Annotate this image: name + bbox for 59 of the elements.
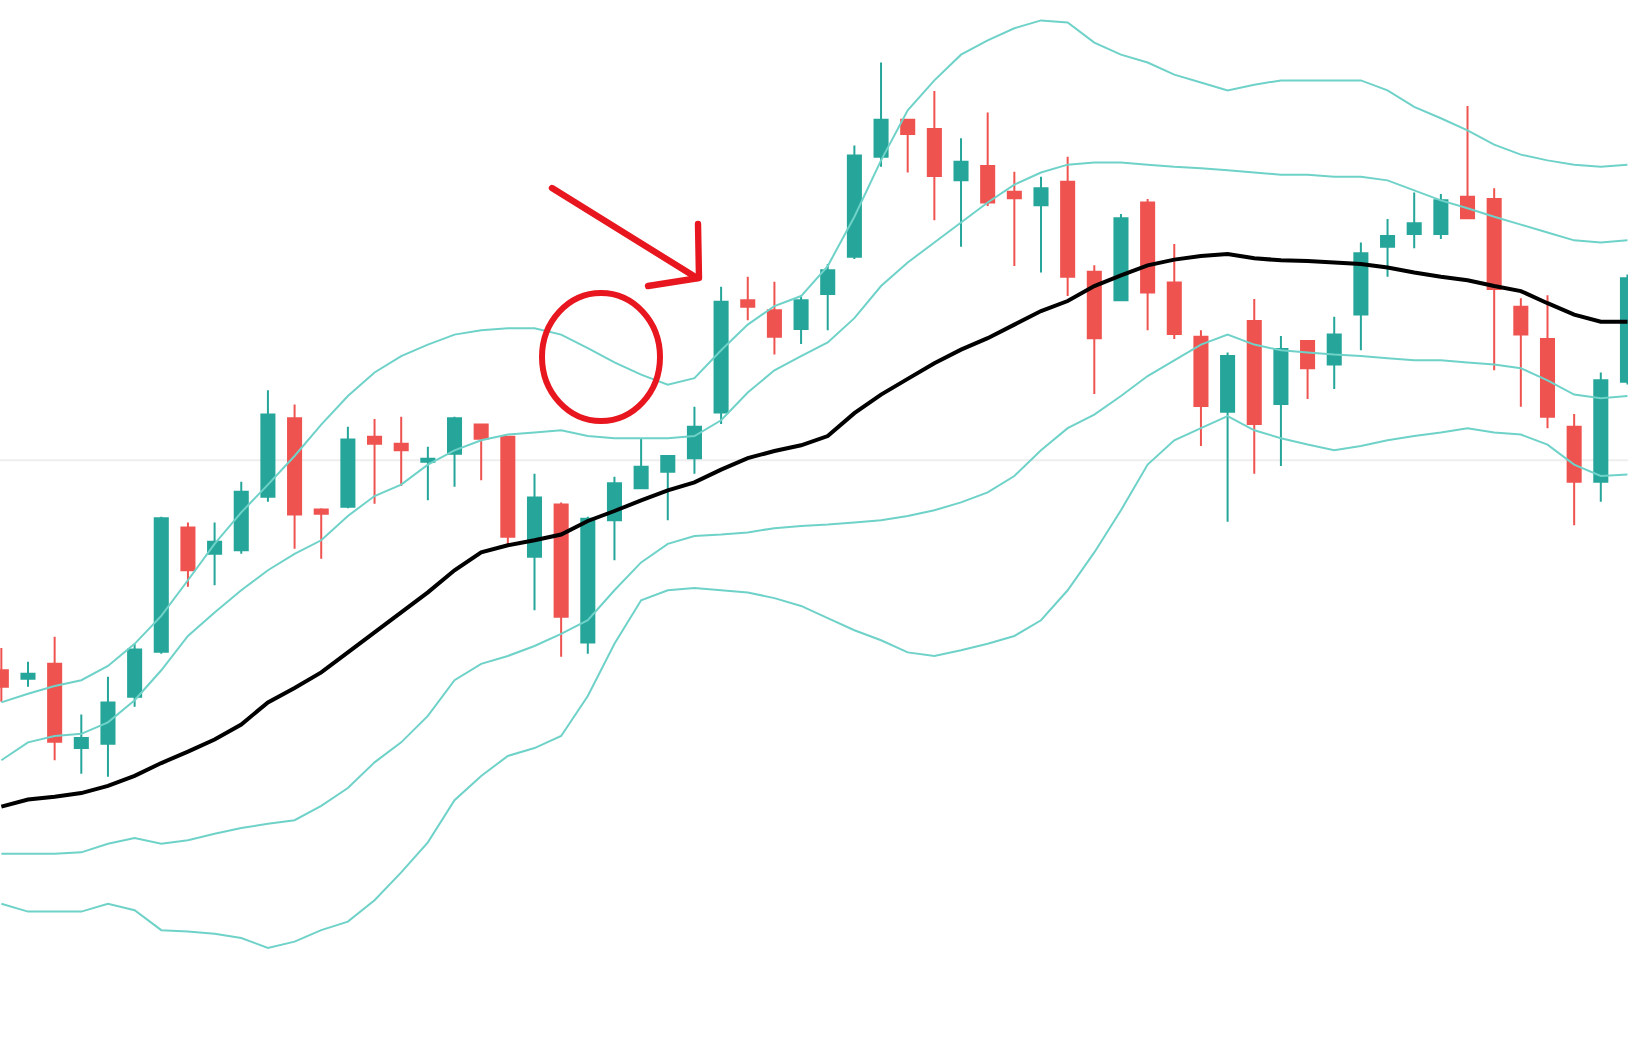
candlestick: [953, 137, 969, 248]
candlestick: [287, 403, 303, 550]
candlestick: [820, 262, 836, 332]
candlestick: [1140, 197, 1156, 332]
candlestick: [100, 675, 116, 778]
candlestick: [633, 437, 649, 490]
candlestick: [180, 521, 196, 588]
candlestick: [1326, 315, 1342, 390]
candlestick: [686, 405, 702, 475]
candlestick: [1086, 264, 1102, 395]
candlestick: [153, 515, 169, 655]
candlestick: [740, 275, 756, 322]
candlestick: [473, 423, 489, 482]
candlestick: [1513, 297, 1529, 408]
candlestick: [127, 642, 143, 708]
candlestick: [1113, 212, 1129, 302]
candlestick: [1433, 192, 1449, 240]
candlestick: [420, 445, 436, 502]
candlestick: [1273, 335, 1289, 467]
candlestick: [367, 417, 383, 505]
candlestick: [1300, 340, 1316, 400]
candlestick: [526, 472, 543, 612]
candlestick: [1380, 217, 1396, 278]
candlestick: [1593, 371, 1609, 503]
candlestick: [1353, 241, 1369, 352]
candlestick: [73, 713, 89, 775]
candlestick: [900, 118, 916, 174]
candlestick: [1566, 412, 1582, 527]
candlestick: [793, 294, 809, 345]
candlestick: [20, 660, 36, 688]
candlestick: [393, 415, 409, 487]
candlestick: [766, 280, 782, 356]
candlestick: [260, 389, 276, 503]
candlestick: [1060, 155, 1076, 298]
candlestick: [1193, 329, 1209, 448]
candlestick: [1006, 170, 1022, 268]
candlestick: [846, 144, 862, 260]
candlestick: [926, 90, 942, 222]
candlestick: [660, 455, 676, 522]
candlestick: [1246, 297, 1262, 475]
candlestick: [1486, 187, 1502, 372]
candlestick: [1220, 351, 1236, 523]
candlestick: [233, 480, 249, 555]
candlestick: [1459, 105, 1476, 220]
candlestick: [873, 61, 889, 168]
candlestick: [500, 435, 516, 547]
candlestick: [1166, 242, 1182, 340]
candlestick: [1033, 175, 1049, 274]
candlestick: [47, 635, 63, 762]
candlestick: [446, 415, 463, 488]
candlestick: [713, 285, 729, 425]
candlestick: [553, 501, 569, 658]
candlestick: [207, 521, 223, 587]
candlestick: [1406, 191, 1422, 250]
candlestick: [980, 111, 996, 208]
candlestick: [580, 515, 596, 655]
candlestick: [1539, 294, 1556, 430]
candlestick: [313, 508, 329, 560]
candlestick: [340, 425, 356, 510]
